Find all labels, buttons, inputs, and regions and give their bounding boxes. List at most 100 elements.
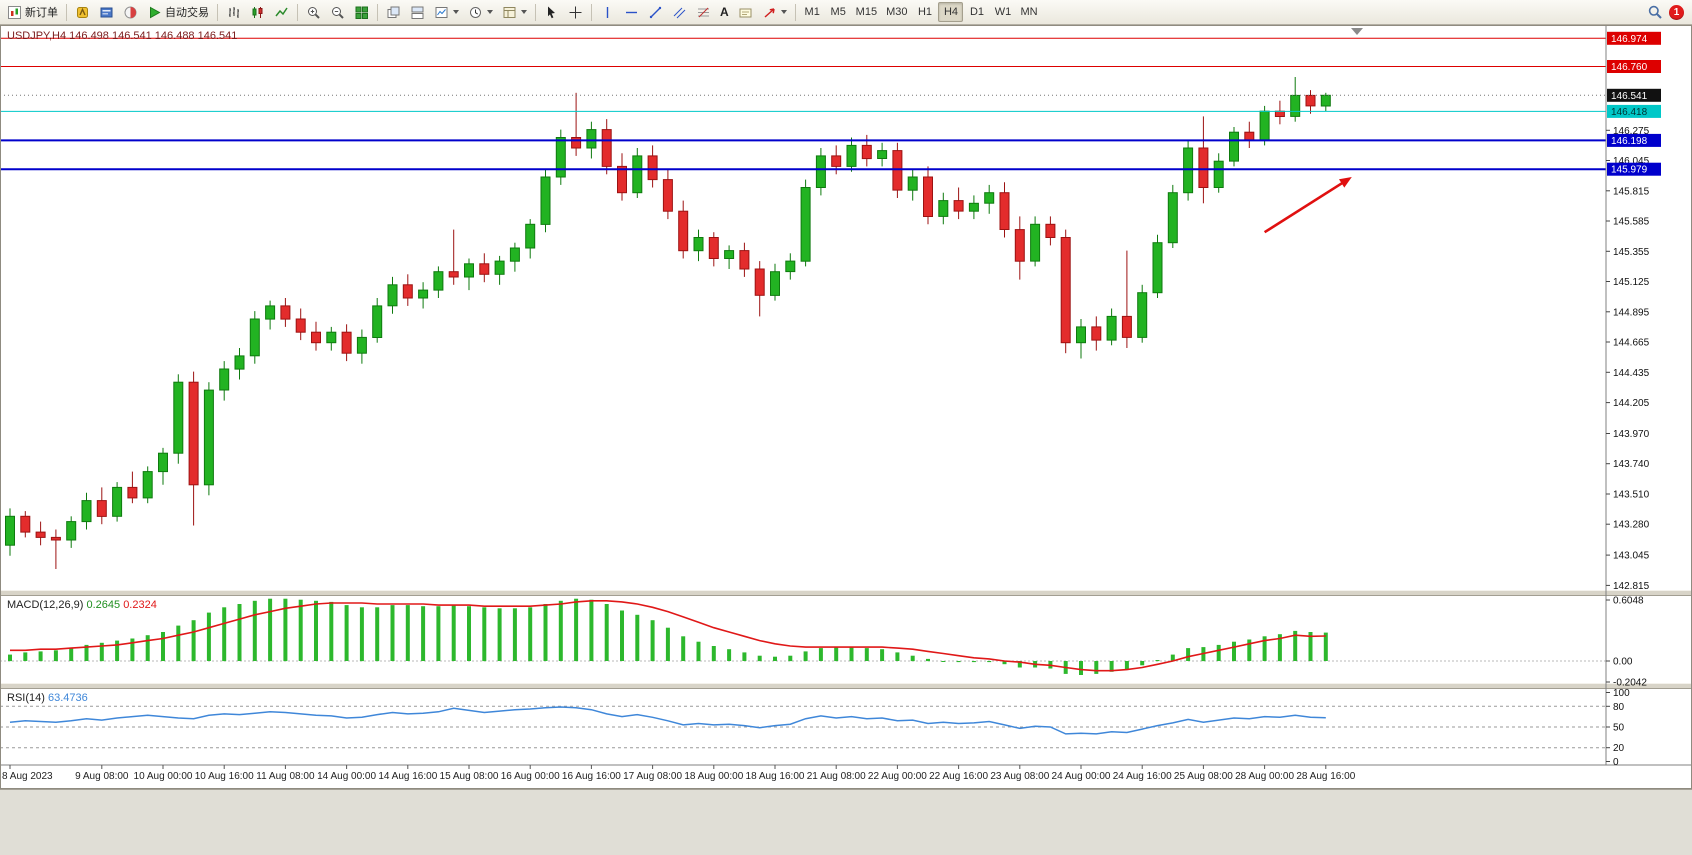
new-chart-icon (434, 5, 449, 20)
svg-text:144.435: 144.435 (1613, 368, 1650, 379)
cascade-windows-icon (386, 5, 401, 20)
cascade-windows-button[interactable] (382, 2, 405, 22)
pane-separator[interactable] (0, 683, 1692, 689)
timeframe-h4-button[interactable]: H4 (938, 2, 964, 22)
svg-text:146.198: 146.198 (1611, 136, 1648, 147)
price-tag-146.760 (1607, 60, 1661, 73)
cursor-button[interactable] (540, 2, 563, 22)
svg-text:18 Aug 16:00: 18 Aug 16:00 (746, 771, 805, 782)
fibonacci-button[interactable] (692, 2, 715, 22)
chart-title: USDJPY,H4 146.498 146.541 146.488 146.54… (7, 30, 237, 42)
svg-text:146.418: 146.418 (1611, 107, 1648, 118)
timeframe-mn-button[interactable]: MN (1016, 2, 1041, 22)
line-chart-icon (274, 5, 289, 20)
toolbar-separator (217, 3, 218, 21)
svg-text:15 Aug 08:00: 15 Aug 08:00 (440, 771, 499, 782)
svg-text:14 Aug 00:00: 14 Aug 00:00 (317, 771, 376, 782)
metaeditor-button[interactable] (71, 2, 94, 22)
chart-window: USDJPY,H4 146.498 146.541 146.488 146.54… (0, 25, 1692, 789)
svg-text:8 Aug 2023: 8 Aug 2023 (2, 771, 53, 782)
zoom-out-button[interactable] (326, 2, 349, 22)
bars-chart-button[interactable] (222, 2, 245, 22)
price-tag-146.541 (1607, 88, 1661, 102)
timeframe-m15-button[interactable]: M15 (852, 2, 881, 22)
timeframe-d1-button[interactable]: D1 (964, 2, 989, 22)
chevron-down-icon (487, 10, 493, 14)
time-scale[interactable]: 8 Aug 2023 9 Aug 08:00 10 Aug 00:00 10 Aug … (0, 764, 1692, 782)
candles-chart-button[interactable] (246, 2, 269, 22)
pane-separator[interactable] (0, 590, 1692, 596)
timeframe-h1-button[interactable]: H1 (912, 2, 937, 22)
svg-text:146.974: 146.974 (1611, 34, 1648, 45)
period-select-button[interactable] (464, 2, 497, 22)
search-button[interactable] (1643, 2, 1666, 22)
svg-text:50: 50 (1613, 723, 1625, 734)
notification-badge[interactable]: 1 (1669, 4, 1684, 20)
search-icon (1647, 5, 1662, 20)
autotrading-play-icon (147, 5, 162, 20)
text-tool-icon: A (720, 5, 729, 19)
vertical-line-icon (600, 5, 615, 20)
chart-canvas[interactable]: USDJPY,H4 146.498 146.541 146.488 146.54… (0, 25, 1692, 789)
rsi-label: RSI(14) 63.4736 (7, 692, 88, 704)
label-button[interactable] (734, 2, 757, 22)
community-icon (123, 5, 138, 20)
macd-signal-line (10, 599, 1326, 672)
trendline-button[interactable] (644, 2, 667, 22)
text-button[interactable]: A (716, 2, 733, 22)
new-chart-button[interactable] (430, 2, 463, 22)
line-chart-button[interactable] (270, 2, 293, 22)
chart-shift-marker[interactable] (1351, 28, 1363, 35)
arrows-button[interactable] (758, 2, 791, 22)
vertical-line-button[interactable] (596, 2, 619, 22)
svg-text:80: 80 (1613, 702, 1625, 713)
price-scale[interactable]: 146.275 146.045 145.815 145.585 145.355 145.1… (1605, 25, 1661, 768)
timeframe-m30-button[interactable]: M30 (882, 2, 911, 22)
svg-text:144.205: 144.205 (1613, 398, 1650, 409)
autotrading-button[interactable]: 自动交易 (143, 2, 213, 22)
chevron-down-icon (453, 10, 459, 14)
tile-horizontal-button[interactable] (406, 2, 429, 22)
price-tag-146.418 (1607, 104, 1661, 118)
timeframe-m1-button[interactable]: M1 (800, 2, 825, 22)
svg-text:23 Aug 08:00: 23 Aug 08:00 (990, 771, 1049, 782)
svg-text:142.815: 142.815 (1613, 581, 1650, 592)
svg-text:22 Aug 16:00: 22 Aug 16:00 (929, 771, 988, 782)
template-button[interactable] (498, 2, 531, 22)
new-order-button[interactable]: 新订单 (3, 2, 62, 22)
toolbar-separator (297, 3, 298, 21)
terminal-button[interactable] (95, 2, 118, 22)
crosshair-button[interactable] (564, 2, 587, 22)
annotation-arrow[interactable] (1263, 176, 1352, 234)
timeframe-m5-button[interactable]: M5 (826, 2, 851, 22)
metaeditor-icon (75, 5, 90, 20)
community-button[interactable] (119, 2, 142, 22)
level-lines (0, 37, 1606, 171)
svg-text:144.665: 144.665 (1613, 338, 1650, 349)
svg-text:25 Aug 08:00: 25 Aug 08:00 (1174, 771, 1233, 782)
svg-text:100: 100 (1613, 688, 1630, 699)
new-order-icon (7, 5, 22, 20)
chevron-down-icon (780, 10, 787, 14)
clock-icon (468, 5, 483, 20)
tile-windows-icon (354, 5, 369, 20)
tile-horiz-icon (410, 5, 425, 20)
new-order-label: 新订单 (25, 7, 58, 19)
svg-text:143.280: 143.280 (1613, 520, 1650, 531)
timeframe-w1-button[interactable]: W1 (990, 2, 1015, 22)
svg-text:28 Aug 16:00: 28 Aug 16:00 (1296, 771, 1355, 782)
horizontal-line-button[interactable] (620, 2, 643, 22)
svg-text:145.979: 145.979 (1611, 165, 1648, 176)
tile-windows-button[interactable] (350, 2, 373, 22)
channel-button[interactable] (668, 2, 691, 22)
trendline-icon (648, 5, 663, 20)
svg-text:17 Aug 08:00: 17 Aug 08:00 (623, 771, 682, 782)
candles-chart-icon (250, 5, 265, 20)
price-tag-146.974 (1607, 31, 1661, 45)
macd-label: MACD(12,26,9) 0.2645 0.2324 (7, 599, 157, 611)
zoom-in-button[interactable] (302, 2, 325, 22)
zoom-in-icon (306, 5, 321, 20)
label-icon (738, 5, 753, 20)
svg-text:14 Aug 16:00: 14 Aug 16:00 (378, 771, 437, 782)
svg-text:9 Aug 08:00: 9 Aug 08:00 (75, 771, 129, 782)
